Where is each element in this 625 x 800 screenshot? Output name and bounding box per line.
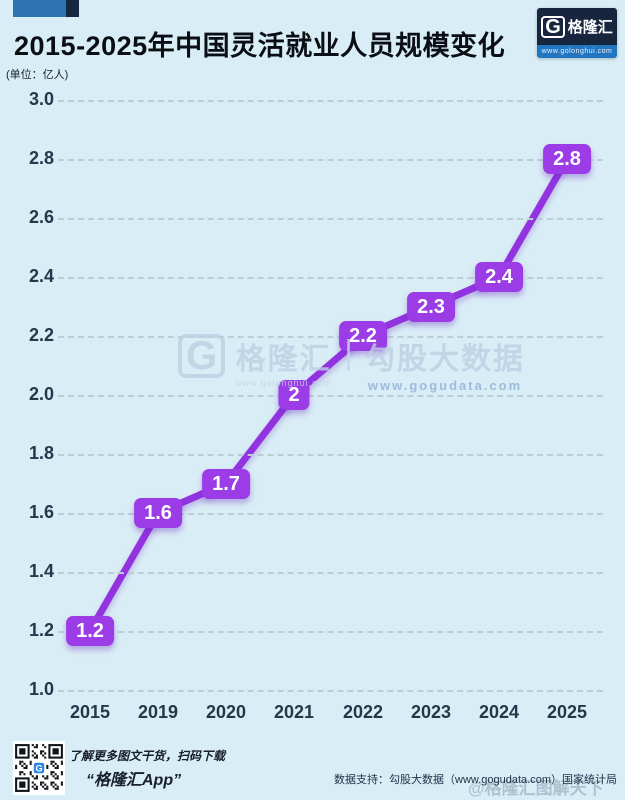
- gridline: [58, 454, 603, 456]
- data-point-label: 2.8: [543, 144, 591, 174]
- gridline: [58, 513, 603, 515]
- brand-logo-top: G 格隆汇: [537, 8, 617, 45]
- y-axis-tick: 1.2: [28, 620, 54, 640]
- gridline: [58, 218, 603, 220]
- x-axis-tick: 2025: [546, 702, 588, 722]
- header-accent-blue: [13, 0, 66, 17]
- gridline: [58, 631, 603, 633]
- unit-label: (单位：亿人): [6, 69, 69, 81]
- y-axis-tick: 2.2: [28, 325, 54, 345]
- brand-logo: G 格隆汇 www.golonghui.com: [537, 8, 617, 58]
- y-axis-tick: 2.6: [28, 207, 54, 227]
- data-support-note: 数据支持：勾股大数据（www.gogudata.com）国家统计局: [334, 774, 617, 786]
- data-point-label: 2: [278, 380, 310, 410]
- svg-text:G: G: [35, 764, 42, 774]
- y-axis-tick: 2.4: [28, 266, 54, 286]
- qr-pattern: G: [13, 742, 65, 794]
- x-axis-tick: 2020: [205, 702, 247, 722]
- gridline: [58, 100, 603, 102]
- data-point-label: 1.2: [66, 616, 114, 646]
- data-point-label: 2.3: [407, 291, 455, 322]
- brand-name: 格隆汇: [567, 19, 613, 36]
- page-title: 2015-2025年中国灵活就业人员规模变化: [14, 31, 506, 61]
- x-axis-tick: 2023: [410, 702, 452, 722]
- y-axis-tick: 2.8: [28, 148, 54, 168]
- y-axis-tick: 1.8: [28, 443, 54, 463]
- qr-caption-line1: 了解更多图文干货，扫码下载: [69, 749, 226, 763]
- x-axis-tick: 2021: [273, 702, 315, 722]
- x-axis-tick: 2024: [478, 702, 520, 722]
- gridline: [58, 690, 603, 692]
- brand-g-icon: G: [541, 15, 565, 38]
- gridline: [58, 336, 603, 338]
- y-axis-tick: 3.0: [28, 89, 54, 109]
- y-axis-tick: 1.4: [28, 561, 54, 581]
- y-axis-tick: 2.0: [28, 384, 54, 404]
- gridline: [58, 572, 603, 574]
- x-axis-tick: 2015: [69, 702, 111, 722]
- y-axis-tick: 1.0: [28, 679, 54, 699]
- stamp-watermark: @格隆汇图解天下: [468, 779, 604, 798]
- data-point-label: 1.6: [134, 498, 182, 528]
- data-point-label: 2.4: [475, 262, 523, 292]
- qr-caption-line2: “格隆汇App”: [86, 772, 182, 789]
- gridline: [58, 277, 603, 279]
- brand-url: www.golonghui.com: [537, 45, 617, 58]
- header-accent-navy: [66, 0, 79, 17]
- qr-code: G: [13, 741, 65, 795]
- x-axis-tick: 2019: [137, 702, 179, 722]
- gridline: [58, 159, 603, 161]
- gridline: [58, 395, 603, 397]
- data-point-label: 2.2: [339, 321, 387, 351]
- data-point-label: 1.7: [202, 468, 250, 499]
- x-axis-tick: 2022: [342, 702, 384, 722]
- y-axis-tick: 1.6: [28, 502, 54, 522]
